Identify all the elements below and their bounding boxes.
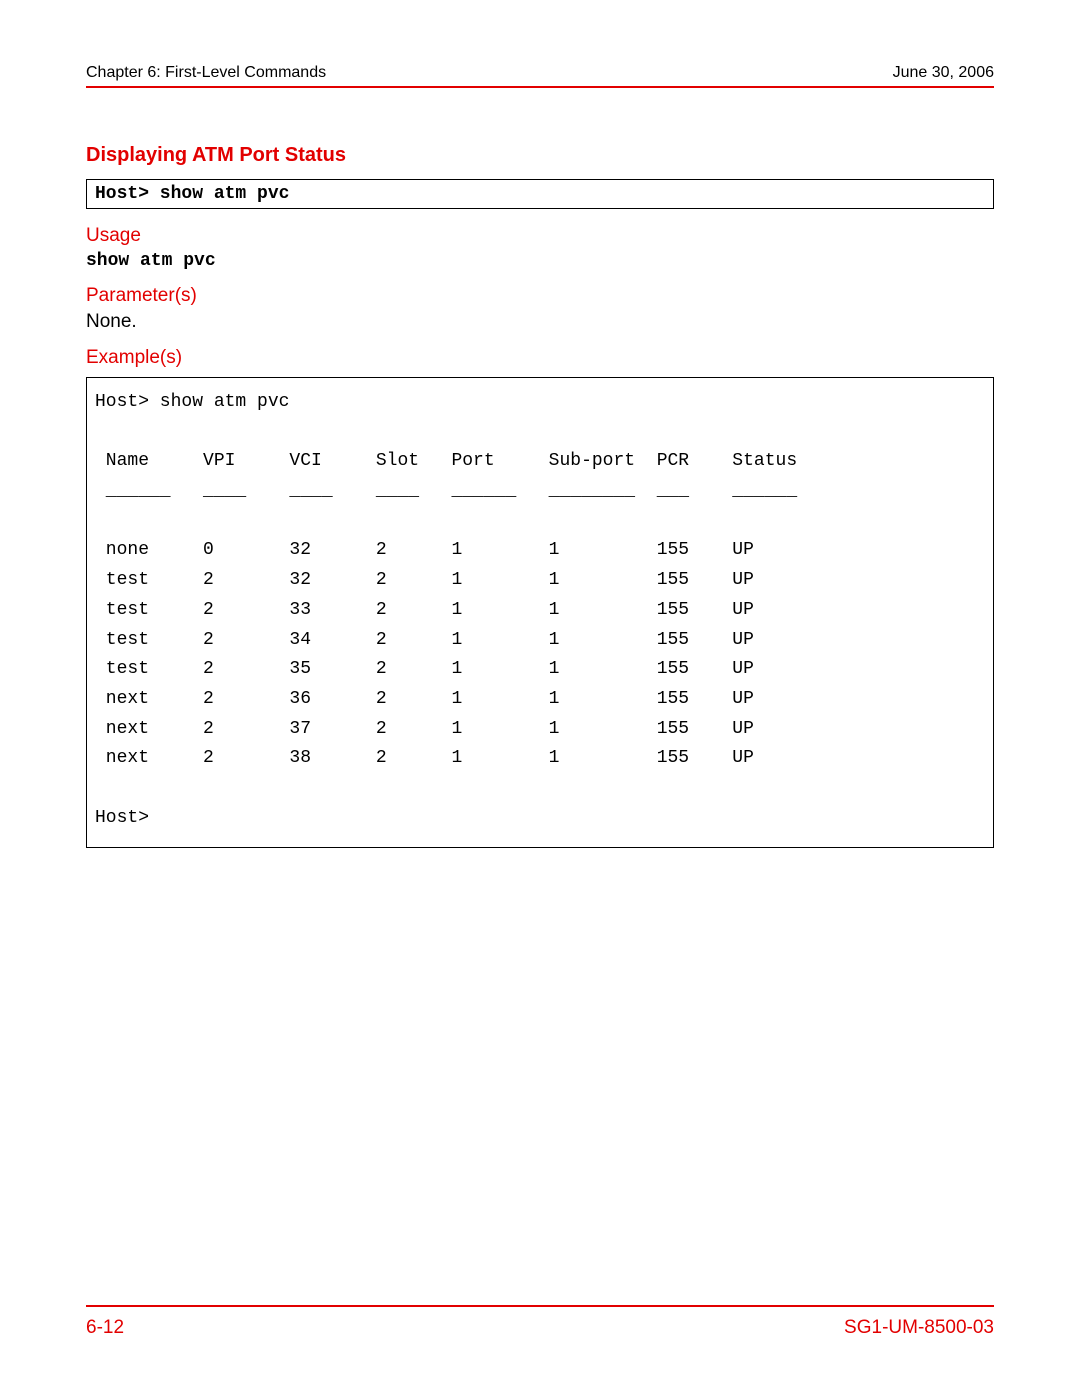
chapter-title: Chapter 6: First-Level Commands <box>86 64 326 82</box>
document-page: Chapter 6: First-Level Commands June 30,… <box>0 0 1080 1397</box>
parameters-value: None. <box>86 311 994 333</box>
usage-command: show atm pvc <box>86 251 994 271</box>
parameters-heading: Parameter(s) <box>86 285 994 307</box>
page-date: June 30, 2006 <box>893 64 994 82</box>
command-box: Host> show atm pvc <box>86 179 994 209</box>
page-number: 6-12 <box>86 1317 124 1339</box>
example-output-box: Host> show atm pvc Name VPI VCI Slot Por… <box>86 377 994 848</box>
page-header: Chapter 6: First-Level Commands June 30,… <box>86 64 994 88</box>
examples-heading: Example(s) <box>86 347 994 369</box>
usage-heading: Usage <box>86 225 994 247</box>
section-title: Displaying ATM Port Status <box>86 144 994 167</box>
page-footer: 6-12 SG1-UM-8500-03 <box>86 1305 994 1339</box>
document-id: SG1-UM-8500-03 <box>844 1317 994 1339</box>
